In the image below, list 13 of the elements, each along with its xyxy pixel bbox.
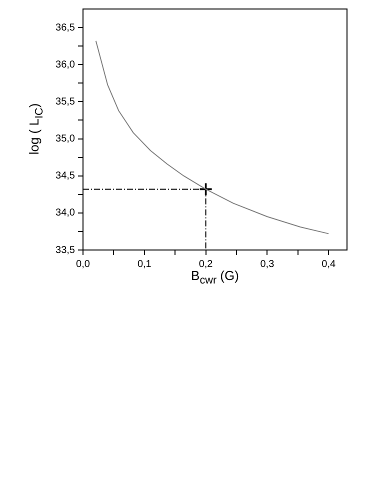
y-tick-label: 36,5 [56, 22, 76, 34]
x-tick-label: 0,1 [137, 258, 152, 270]
y-tick-label: 36,0 [56, 59, 76, 70]
y-tick-label: 35,0 [56, 134, 76, 145]
x-tick-label: 0,0 [76, 258, 90, 270]
x-tick-label: 0,2 [198, 258, 214, 270]
x-tick-label: 0,4 [322, 258, 336, 270]
x-axis-title: B$_{cwr}$ (G) [190, 268, 240, 287]
x-tick-label: 0,3 [260, 258, 275, 270]
y-tick-label: 34,0 [56, 208, 76, 219]
y-tick-label: 35,5 [56, 96, 76, 108]
y-tick-label: 33,5 [56, 244, 76, 256]
y-tick-label: 34,5 [56, 170, 76, 182]
